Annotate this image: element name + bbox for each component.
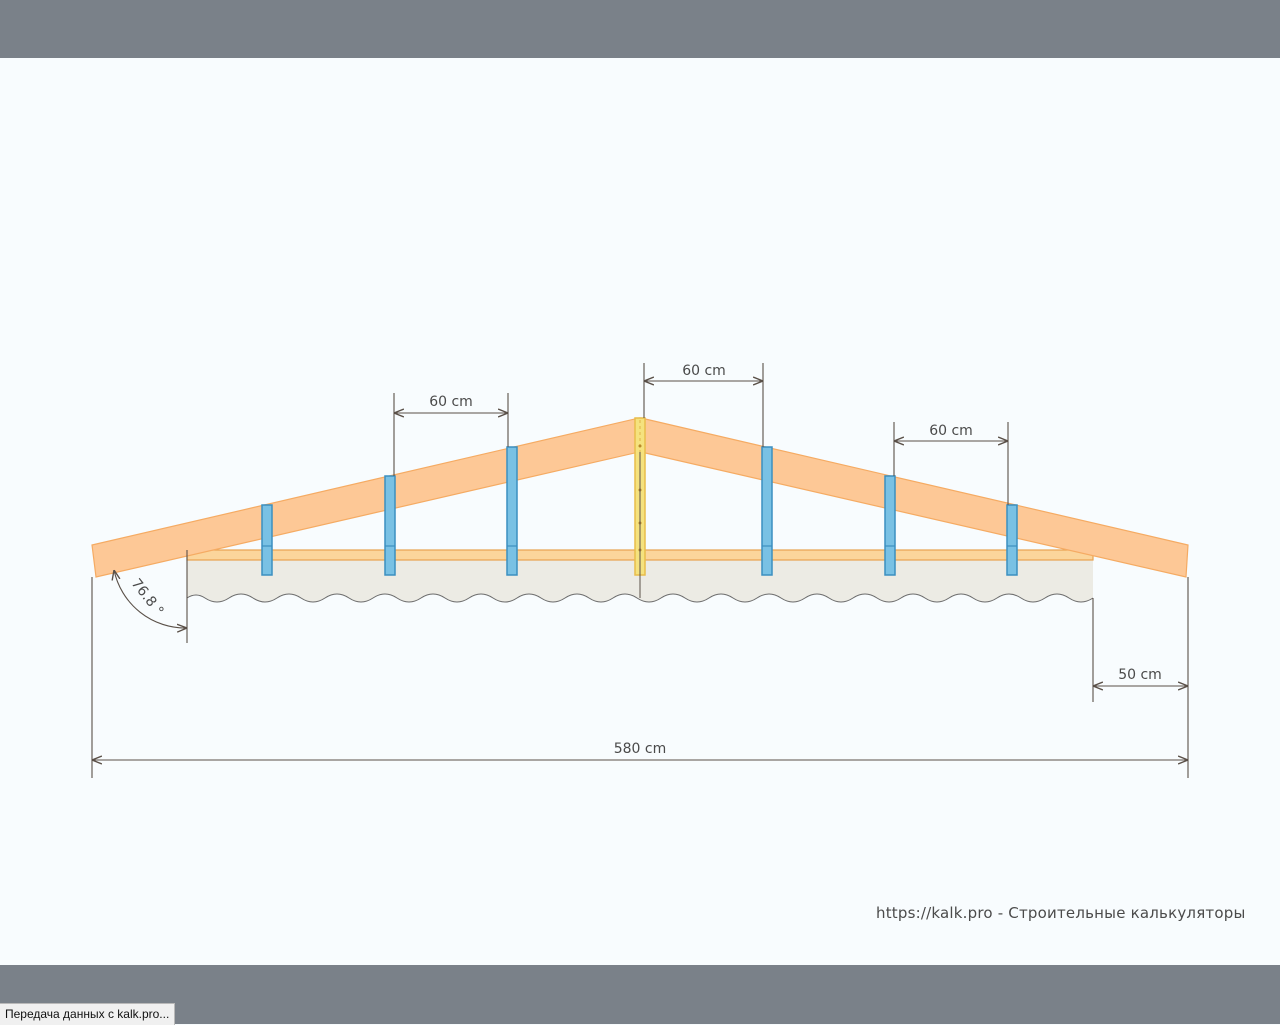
dimension-spacing-right: 60 cm xyxy=(929,423,973,439)
posts xyxy=(261,446,1018,576)
post xyxy=(506,446,518,576)
dimension-angle: 76.8 ° xyxy=(128,576,167,619)
top-gray-band xyxy=(0,0,1280,58)
dimension-spacing-left: 60 cm xyxy=(429,394,473,410)
post xyxy=(761,446,773,576)
post xyxy=(1006,504,1018,576)
browser-status-bar: Передача данных с kalk.pro... xyxy=(0,1003,176,1025)
post xyxy=(384,475,396,576)
dimension-overhang: 50 cm xyxy=(1118,667,1162,683)
dimension-spacing-center: 60 cm xyxy=(682,363,726,379)
wall-break-line xyxy=(186,593,1094,603)
post xyxy=(261,504,273,576)
bottom-gray-band xyxy=(0,965,1280,1024)
dimension-total-span: 580 cm xyxy=(614,741,667,757)
post xyxy=(884,475,896,576)
site-credit[interactable]: https://kalk.pro - Строительные калькуля… xyxy=(876,904,1246,922)
